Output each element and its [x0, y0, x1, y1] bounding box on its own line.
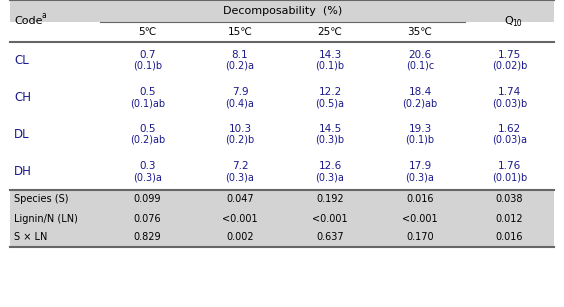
Text: 1.76: 1.76 — [498, 161, 521, 171]
Text: 1.75: 1.75 — [498, 50, 521, 60]
Text: 0.5: 0.5 — [139, 124, 156, 134]
Text: 12.2: 12.2 — [318, 87, 342, 97]
Text: 10: 10 — [513, 19, 522, 28]
Text: <0.001: <0.001 — [222, 213, 258, 223]
Text: a: a — [41, 11, 46, 21]
Text: 19.3: 19.3 — [408, 124, 431, 134]
Text: 0.016: 0.016 — [406, 195, 434, 204]
Text: (0.3)a: (0.3)a — [316, 172, 345, 182]
Text: (0.03)b: (0.03)b — [492, 98, 527, 108]
Text: Lignin/N (LN): Lignin/N (LN) — [14, 213, 78, 223]
Text: (0.3)a: (0.3)a — [406, 172, 434, 182]
Text: (0.01)b: (0.01)b — [492, 172, 527, 182]
Text: 12.6: 12.6 — [318, 161, 342, 171]
Text: (0.2)ab: (0.2)ab — [402, 98, 438, 108]
Text: 0.012: 0.012 — [496, 213, 523, 223]
Text: 17.9: 17.9 — [408, 161, 431, 171]
Bar — [10, 0, 554, 22]
Text: 1.74: 1.74 — [498, 87, 521, 97]
Text: 14.3: 14.3 — [318, 50, 342, 60]
Text: 10.3: 10.3 — [228, 124, 252, 134]
Text: (0.1)b: (0.1)b — [406, 135, 435, 145]
Text: Code: Code — [14, 16, 42, 26]
Text: 0.016: 0.016 — [496, 232, 523, 243]
Text: 0.047: 0.047 — [226, 195, 254, 204]
Text: 0.7: 0.7 — [139, 50, 156, 60]
Text: 7.2: 7.2 — [232, 161, 248, 171]
Text: (0.1)b: (0.1)b — [315, 61, 345, 71]
Text: (0.1)c: (0.1)c — [406, 61, 434, 71]
Text: 1.62: 1.62 — [498, 124, 521, 134]
Text: 15℃: 15℃ — [227, 27, 253, 37]
Text: 0.099: 0.099 — [134, 195, 161, 204]
Text: 0.637: 0.637 — [316, 232, 344, 243]
Text: 35℃: 35℃ — [408, 27, 433, 37]
Text: CH: CH — [14, 91, 31, 104]
Text: Decomposability  (%): Decomposability (%) — [223, 6, 342, 16]
Text: DH: DH — [14, 165, 32, 178]
Text: 0.038: 0.038 — [496, 195, 523, 204]
Text: <0.001: <0.001 — [312, 213, 348, 223]
Text: (0.5)a: (0.5)a — [315, 98, 345, 108]
Text: 0.076: 0.076 — [134, 213, 161, 223]
Text: 18.4: 18.4 — [408, 87, 431, 97]
Text: (0.2)a: (0.2)a — [226, 61, 254, 71]
Text: 0.002: 0.002 — [226, 232, 254, 243]
Text: CL: CL — [14, 54, 29, 67]
Text: 7.9: 7.9 — [232, 87, 248, 97]
Text: 8.1: 8.1 — [232, 50, 248, 60]
Text: DL: DL — [14, 128, 30, 141]
Text: (0.3)a: (0.3)a — [133, 172, 162, 182]
Text: 14.5: 14.5 — [318, 124, 342, 134]
Text: S × LN: S × LN — [14, 232, 47, 243]
Text: (0.1)b: (0.1)b — [133, 61, 162, 71]
Text: Species (S): Species (S) — [14, 195, 68, 204]
Text: (0.4)a: (0.4)a — [226, 98, 254, 108]
Text: 0.5: 0.5 — [139, 87, 156, 97]
Text: 20.6: 20.6 — [408, 50, 431, 60]
Text: (0.3)a: (0.3)a — [226, 172, 254, 182]
Text: (0.1)ab: (0.1)ab — [130, 98, 165, 108]
Text: 25℃: 25℃ — [318, 27, 342, 37]
Text: (0.03)a: (0.03)a — [492, 135, 527, 145]
Text: 0.3: 0.3 — [139, 161, 156, 171]
Bar — [10, 190, 554, 247]
Text: (0.2)ab: (0.2)ab — [130, 135, 165, 145]
Text: (0.2)b: (0.2)b — [226, 135, 254, 145]
Text: 0.170: 0.170 — [406, 232, 434, 243]
Text: Q: Q — [505, 16, 513, 26]
Text: (0.3)b: (0.3)b — [315, 135, 345, 145]
Text: 5℃: 5℃ — [138, 27, 157, 37]
Text: (0.02)b: (0.02)b — [492, 61, 527, 71]
Text: <0.001: <0.001 — [402, 213, 438, 223]
Text: 0.829: 0.829 — [134, 232, 161, 243]
Text: 0.192: 0.192 — [316, 195, 344, 204]
